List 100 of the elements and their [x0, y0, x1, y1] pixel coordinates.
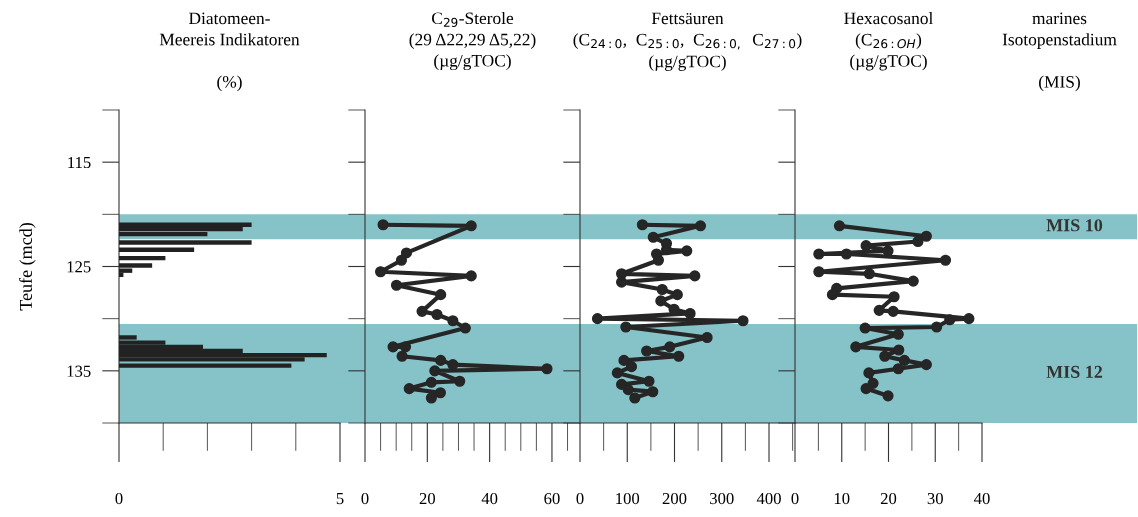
point — [618, 354, 630, 366]
point — [664, 341, 676, 353]
point — [395, 254, 408, 266]
point — [694, 220, 707, 232]
chart-title: Fettsäuren (C$_{24:0}$, C$_{25:0}$, C$_{26:0,}$ C$_{27:0}$) (µg/gTOC) — [573, 12, 802, 71]
band-label: MIS 10 — [1046, 219, 1103, 232]
point — [591, 313, 604, 325]
point — [944, 314, 956, 326]
point — [425, 392, 437, 404]
point — [541, 363, 553, 375]
chart-title: Diatomeen- Meereis Indikatoren (%) — [159, 12, 300, 92]
x-tick-label: 30 — [927, 492, 943, 505]
point — [465, 270, 477, 282]
point — [403, 383, 415, 395]
point — [625, 361, 638, 373]
point — [813, 266, 825, 278]
x-tick-label: 100 — [616, 492, 640, 505]
bar — [119, 247, 195, 252]
bar — [119, 222, 252, 227]
x-tick-label: 10 — [834, 492, 850, 505]
point — [898, 354, 910, 366]
point — [641, 345, 653, 357]
point — [867, 377, 879, 389]
point — [390, 279, 403, 291]
x-tick-label: 40 — [481, 492, 498, 505]
point — [400, 247, 412, 259]
y-tick-label: 115 — [68, 156, 91, 169]
chart-title: C$_{29}$-Sterole (29 Δ22,29 Δ5,22) (µg/gTOC) — [409, 11, 536, 71]
x-tick-label: 0 — [115, 492, 123, 505]
point — [647, 386, 659, 398]
point — [425, 376, 437, 388]
point — [647, 231, 659, 243]
point — [620, 321, 632, 333]
point — [447, 315, 459, 327]
point — [399, 341, 412, 353]
point — [459, 322, 471, 334]
point — [863, 268, 875, 280]
point — [377, 219, 389, 231]
x-tick-label: 400 — [756, 492, 781, 505]
x-tick-label: 0 — [361, 492, 369, 505]
point — [920, 230, 932, 242]
x-tick-label: 300 — [710, 492, 734, 505]
y-tick-label: 135 — [67, 365, 91, 377]
point — [939, 254, 952, 266]
point — [387, 341, 399, 353]
point — [689, 270, 701, 282]
point — [833, 220, 845, 232]
bar — [119, 240, 252, 245]
y-tick-label: 125 — [67, 261, 91, 273]
point — [429, 365, 441, 377]
point — [616, 378, 628, 390]
point — [656, 283, 668, 296]
point — [879, 350, 891, 362]
point — [375, 266, 387, 278]
point — [892, 328, 904, 340]
point — [826, 289, 838, 301]
point — [860, 383, 872, 395]
point — [465, 220, 477, 232]
x-tick-label: 20 — [880, 492, 897, 505]
point — [701, 331, 713, 344]
x-tick-label: 200 — [662, 492, 687, 505]
point — [737, 315, 749, 327]
point — [643, 375, 655, 387]
point — [681, 245, 693, 257]
point — [850, 341, 862, 353]
x-tick-label: 0 — [576, 492, 584, 505]
point — [431, 308, 443, 321]
point — [396, 350, 408, 362]
point — [813, 248, 825, 260]
point — [611, 367, 623, 379]
chart-title: marines Isotopenstadium (MIS) — [1002, 12, 1117, 92]
point — [873, 304, 885, 316]
point — [892, 363, 904, 375]
point — [434, 387, 446, 399]
point — [629, 392, 641, 404]
point — [882, 390, 894, 402]
point — [859, 322, 871, 334]
point — [622, 384, 634, 396]
point — [907, 275, 919, 287]
y-axis-title: Teufe (mcd) — [19, 223, 36, 311]
bar — [119, 352, 327, 358]
point — [888, 291, 900, 303]
bar — [119, 255, 166, 261]
x-tick-label: 40 — [973, 492, 990, 505]
x-tick-label: 5 — [336, 493, 344, 505]
band-label: MIS 12 — [1046, 365, 1103, 378]
point — [636, 219, 648, 231]
x-tick-label: 0 — [791, 492, 799, 505]
point — [435, 354, 447, 366]
point — [840, 248, 852, 260]
point — [963, 313, 975, 325]
point — [887, 305, 899, 317]
x-tick-label: 20 — [419, 492, 436, 505]
point — [920, 359, 932, 371]
point — [435, 289, 447, 301]
point — [416, 305, 428, 317]
point — [655, 295, 667, 307]
point — [863, 367, 875, 379]
x-tick-label: 60 — [544, 492, 560, 505]
point — [931, 321, 943, 333]
